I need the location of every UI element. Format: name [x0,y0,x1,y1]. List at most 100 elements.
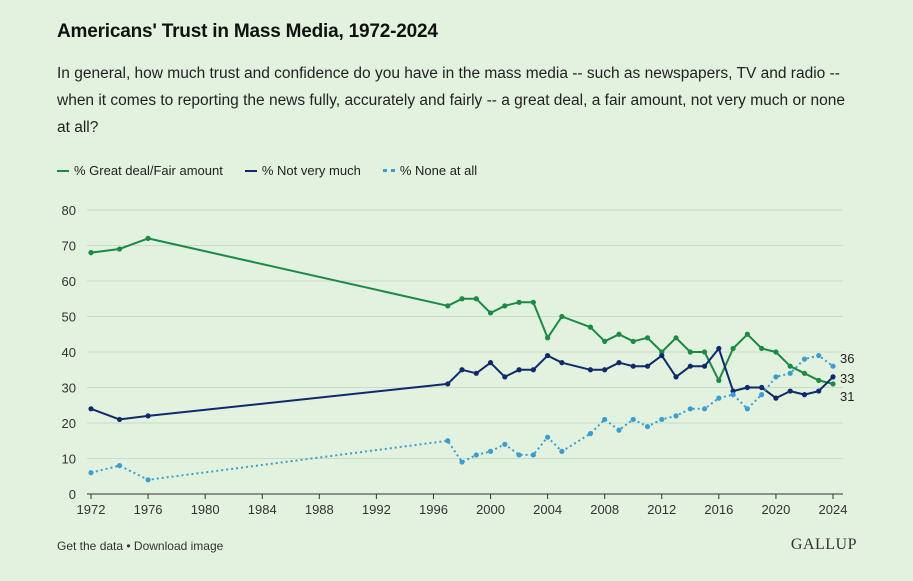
y-tick-label: 30 [62,381,76,396]
data-point-none-at-all [545,434,551,440]
data-point-none-at-all [559,448,565,454]
data-point-great-deal-fair-amount [559,313,565,320]
data-point-none-at-all [502,441,508,447]
y-tick-label: 10 [62,452,76,467]
data-point-great-deal-fair-amount [545,335,551,341]
y-tick-label: 50 [62,310,76,325]
data-point-none-at-all [602,416,608,423]
data-point-not-very-much [787,388,793,394]
footer-separator: • [123,539,134,553]
data-point-none-at-all [773,374,779,380]
data-point-none-at-all [701,406,708,412]
data-point-great-deal-fair-amount [701,349,708,355]
data-point-great-deal-fair-amount [744,331,750,337]
data-point-great-deal-fair-amount [687,349,693,355]
data-point-great-deal-fair-amount [487,310,494,316]
x-tick-label: 1984 [248,502,277,517]
data-point-not-very-much [659,352,665,359]
data-point-not-very-much [459,367,465,373]
y-tick-label: 80 [62,203,76,218]
data-point-great-deal-fair-amount [473,296,479,302]
gallup-logo: GALLUP [790,536,857,553]
data-point-none-at-all [616,427,622,433]
end-label-not-very-much: 33 [840,371,854,386]
data-point-none-at-all [445,438,451,444]
data-point-not-very-much [516,367,522,373]
data-point-none-at-all [487,448,494,454]
get-data-link[interactable]: Get the data [57,539,124,553]
data-point-none-at-all [644,423,651,430]
data-point-great-deal-fair-amount [673,335,679,341]
data-point-none-at-all [88,470,94,476]
data-point-not-very-much [602,367,608,373]
legend-swatch [57,169,69,172]
data-point-great-deal-fair-amount [787,363,793,369]
download-image-link[interactable]: Download image [133,539,224,553]
data-point-none-at-all [787,370,793,376]
chart-title: Americans' Trust in Mass Media, 1972-202… [57,21,438,42]
data-point-great-deal-fair-amount [816,377,822,383]
legend-item-not-very-much: % Not very much [244,163,361,178]
data-point-great-deal-fair-amount [145,235,151,241]
legend-label: % Great deal/Fair amount [74,163,223,178]
data-point-great-deal-fair-amount [644,335,651,341]
legend: % Great deal/Fair amount % Not very much%… [57,163,477,178]
data-point-none-at-all [759,392,765,398]
data-point-none-at-all [630,416,636,423]
data-point-not-very-much [88,406,94,412]
data-point-great-deal-fair-amount [801,370,808,376]
data-point-great-deal-fair-amount [88,250,94,256]
data-point-not-very-much [716,345,722,352]
series-line-none-at-all [90,354,834,481]
data-point-none-at-all [801,356,808,362]
legend-item-great-deal-fair-amount: % Great deal/Fair amount [57,163,223,178]
data-point-not-very-much [630,363,636,369]
legend-swatch [244,169,257,172]
data-point-great-deal-fair-amount [730,345,736,352]
data-point-great-deal-fair-amount [716,377,722,383]
data-point-great-deal-fair-amount [830,381,836,387]
data-point-great-deal-fair-amount [630,338,636,344]
data-point-not-very-much [673,374,679,380]
x-tick-label: 1988 [305,502,334,517]
data-point-not-very-much [559,360,565,366]
y-tick-label: 70 [62,239,76,254]
data-point-great-deal-fair-amount [116,246,123,252]
x-tick-label: 2024 [819,502,848,517]
data-point-none-at-all [730,392,736,398]
data-point-not-very-much [145,413,151,419]
data-point-none-at-all [659,416,665,423]
x-tick-label: 2000 [476,502,505,517]
x-tick-label: 1976 [134,502,163,517]
data-point-not-very-much [644,363,651,369]
x-tick-label: 1996 [419,502,448,517]
x-tick-label: 2020 [761,502,790,517]
x-tick-label: 1972 [77,502,106,517]
data-point-none-at-all [673,413,679,419]
data-point-great-deal-fair-amount [445,303,451,309]
data-point-none-at-all [744,406,750,412]
y-tick-label: 60 [62,274,76,289]
end-label-great-deal-fair-amount: 31 [840,389,854,404]
data-point-not-very-much [801,392,808,398]
data-point-not-very-much [773,395,779,401]
x-tick-label: 2008 [590,502,619,517]
legend-swatch [382,169,395,172]
data-point-great-deal-fair-amount [616,331,622,337]
data-point-none-at-all [587,431,594,437]
data-point-great-deal-fair-amount [587,324,594,330]
x-tick-label: 1980 [191,502,220,517]
data-point-none-at-all [145,477,151,483]
data-point-not-very-much [445,381,451,387]
data-point-not-very-much [473,370,479,376]
data-point-not-very-much [487,360,494,366]
x-tick-label: 1992 [362,502,391,517]
data-point-not-very-much [687,363,693,369]
series-line-great-deal-fair-amount [90,237,834,385]
y-tick-label: 0 [69,487,76,502]
y-tick-label: 20 [62,416,76,431]
data-point-none-at-all [530,452,536,458]
x-tick-label: 2016 [704,502,733,517]
legend-item-none-at-all: % None at all [382,163,477,178]
data-point-none-at-all [830,363,836,369]
